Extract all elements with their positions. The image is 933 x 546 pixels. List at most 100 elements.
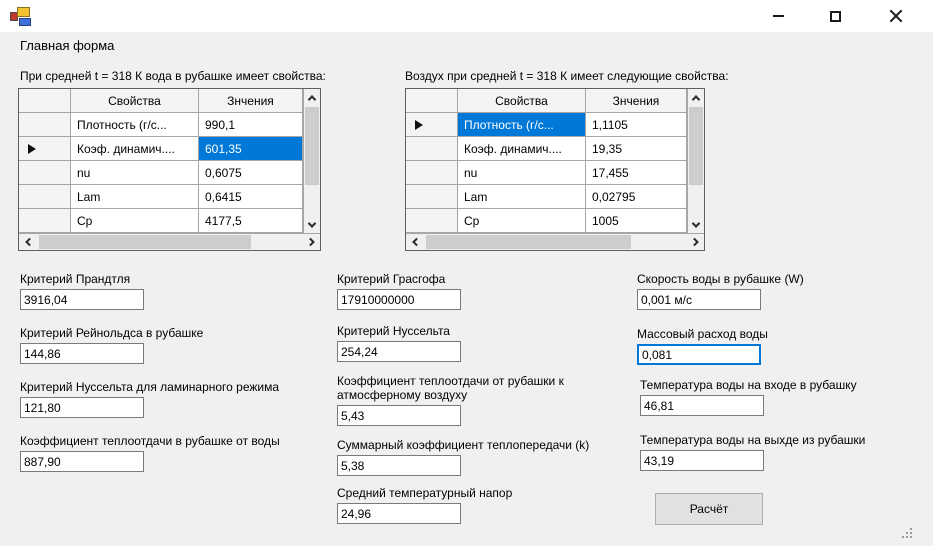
heat-transfer-water-label: Коэффициент теплоотдачи в рубашке от вод… bbox=[20, 434, 280, 448]
titlebar bbox=[0, 0, 933, 32]
air-cell-property-2[interactable]: nu bbox=[458, 161, 586, 185]
water-velocity-input[interactable] bbox=[637, 289, 761, 310]
water-row-header-1[interactable] bbox=[19, 137, 71, 161]
air-grid-horizontal-scrollbar[interactable] bbox=[406, 233, 704, 250]
water-velocity-label: Скорость воды в рубашке (W) bbox=[637, 272, 804, 286]
table-row: Lam 0,6415 bbox=[19, 185, 303, 209]
form-heading: Главная форма bbox=[20, 38, 115, 53]
water-cell-value-1-selected[interactable]: 601,35 bbox=[199, 137, 303, 161]
nusselt-laminar-label: Критерий Нуссельта для ламинарного режим… bbox=[20, 380, 280, 394]
scroll-right-button[interactable] bbox=[687, 234, 704, 250]
air-cell-property-1[interactable]: Коэф. динамич.... bbox=[458, 137, 586, 161]
table-row: Коэф. динамич.... 19,35 bbox=[406, 137, 687, 161]
mass-flow-input[interactable] bbox=[637, 344, 761, 365]
water-grid-header-value[interactable]: Знчения bbox=[199, 89, 303, 113]
horizontal-scroll-thumb[interactable] bbox=[426, 235, 631, 249]
air-grid-corner-header[interactable] bbox=[406, 89, 458, 113]
calculate-button[interactable]: Расчёт bbox=[655, 493, 763, 525]
scroll-down-button[interactable] bbox=[688, 216, 704, 233]
chevron-down-icon bbox=[307, 218, 317, 228]
table-row: Коэф. динамич.... 601,35 bbox=[19, 137, 303, 161]
air-cell-property-4[interactable]: Cp bbox=[458, 209, 586, 233]
heat-transfer-water-input[interactable] bbox=[20, 451, 144, 472]
grashof-input[interactable] bbox=[337, 289, 461, 310]
air-cell-value-4[interactable]: 1005 bbox=[586, 209, 687, 233]
vertical-scroll-thumb[interactable] bbox=[689, 107, 703, 185]
air-row-header-4[interactable] bbox=[406, 209, 458, 233]
water-grid-corner-header[interactable] bbox=[19, 89, 71, 113]
air-row-header-3[interactable] bbox=[406, 185, 458, 209]
water-cell-value-3[interactable]: 0,6415 bbox=[199, 185, 303, 209]
field-water-velocity: Скорость воды в рубашке (W) bbox=[637, 272, 804, 310]
water-row-header-4[interactable] bbox=[19, 209, 71, 233]
scroll-left-button[interactable] bbox=[19, 234, 36, 250]
prandtl-input[interactable] bbox=[20, 289, 144, 310]
maximize-button[interactable] bbox=[812, 0, 858, 32]
air-cell-property-3[interactable]: Lam bbox=[458, 185, 586, 209]
water-cell-value-2[interactable]: 0,6075 bbox=[199, 161, 303, 185]
scroll-down-button[interactable] bbox=[304, 216, 320, 233]
water-grid-header-property[interactable]: Свойства bbox=[71, 89, 199, 113]
outlet-temperature-input[interactable] bbox=[640, 450, 764, 471]
air-cell-value-1[interactable]: 19,35 bbox=[586, 137, 687, 161]
water-cell-property-4[interactable]: Cp bbox=[71, 209, 199, 233]
mean-temp-head-label: Средний температурный напор bbox=[337, 486, 513, 500]
water-properties-grid: Свойства Знчения Плотность (г/с... 990,1… bbox=[18, 88, 321, 251]
close-button[interactable] bbox=[872, 0, 918, 32]
resize-grip[interactable] bbox=[902, 528, 914, 540]
scroll-right-button[interactable] bbox=[303, 234, 320, 250]
chevron-up-icon bbox=[307, 94, 317, 104]
air-cell-property-0-selected[interactable]: Плотность (г/с... bbox=[458, 113, 586, 137]
chevron-right-icon bbox=[305, 237, 315, 247]
nusselt-laminar-input[interactable] bbox=[20, 397, 144, 418]
mean-temp-head-input[interactable] bbox=[337, 503, 461, 524]
air-cell-value-3[interactable]: 0,02795 bbox=[586, 185, 687, 209]
inlet-temperature-input[interactable] bbox=[640, 395, 764, 416]
table-row: nu 17,455 bbox=[406, 161, 687, 185]
table-row: Cp 1005 bbox=[406, 209, 687, 233]
water-row-header-0[interactable] bbox=[19, 113, 71, 137]
air-table-caption: Воздух при средней t = 318 К имеет следу… bbox=[405, 69, 729, 83]
water-cell-property-0[interactable]: Плотность (г/с... bbox=[71, 113, 199, 137]
heat-transfer-air-input[interactable] bbox=[337, 405, 461, 426]
minimize-icon bbox=[772, 15, 784, 17]
air-grid-vertical-scrollbar[interactable] bbox=[687, 89, 704, 233]
horizontal-scroll-thumb[interactable] bbox=[39, 235, 251, 249]
water-grid-body: Свойства Знчения Плотность (г/с... 990,1… bbox=[19, 89, 303, 233]
reynolds-input[interactable] bbox=[20, 343, 144, 364]
air-grid-header-value[interactable]: Знчения bbox=[586, 89, 687, 113]
app-icon bbox=[10, 7, 32, 26]
vertical-scroll-thumb[interactable] bbox=[305, 107, 319, 185]
air-cell-value-2[interactable]: 17,455 bbox=[586, 161, 687, 185]
air-row-header-0[interactable] bbox=[406, 113, 458, 137]
current-row-arrow-icon bbox=[415, 119, 423, 130]
table-row: Плотность (г/с... 990,1 bbox=[19, 113, 303, 137]
field-heat-transfer-water: Коэффициент теплоотдачи в рубашке от вод… bbox=[20, 434, 280, 472]
water-cell-property-1[interactable]: Коэф. динамич.... bbox=[71, 137, 199, 161]
water-grid-vertical-scrollbar[interactable] bbox=[303, 89, 320, 233]
nusselt-input[interactable] bbox=[337, 341, 461, 362]
water-cell-value-0[interactable]: 990,1 bbox=[199, 113, 303, 137]
water-row-header-3[interactable] bbox=[19, 185, 71, 209]
air-row-header-1[interactable] bbox=[406, 137, 458, 161]
water-grid-horizontal-scrollbar[interactable] bbox=[19, 233, 320, 250]
outlet-temperature-label: Температура воды на выхде из рубашки bbox=[640, 433, 866, 447]
scroll-up-button[interactable] bbox=[304, 89, 320, 106]
total-heat-transfer-input[interactable] bbox=[337, 455, 461, 476]
air-grid-header-property[interactable]: Свойства bbox=[458, 89, 586, 113]
field-prandtl: Критерий Прандтля bbox=[20, 272, 144, 310]
scroll-left-button[interactable] bbox=[406, 234, 423, 250]
water-table-caption: При средней t = 318 К вода в рубашке име… bbox=[20, 69, 326, 83]
field-mean-temp-head: Средний температурный напор bbox=[337, 486, 512, 524]
water-cell-value-4[interactable]: 4177,5 bbox=[199, 209, 303, 233]
app-icon-yellow-square bbox=[17, 7, 30, 17]
minimize-button[interactable] bbox=[755, 0, 801, 32]
reynolds-label: Критерий Рейнольдса в рубашке bbox=[20, 326, 204, 340]
water-row-header-2[interactable] bbox=[19, 161, 71, 185]
scroll-up-button[interactable] bbox=[688, 89, 704, 106]
water-cell-property-3[interactable]: Lam bbox=[71, 185, 199, 209]
air-row-header-2[interactable] bbox=[406, 161, 458, 185]
water-cell-property-2[interactable]: nu bbox=[71, 161, 199, 185]
air-cell-value-0[interactable]: 1,1105 bbox=[586, 113, 687, 137]
